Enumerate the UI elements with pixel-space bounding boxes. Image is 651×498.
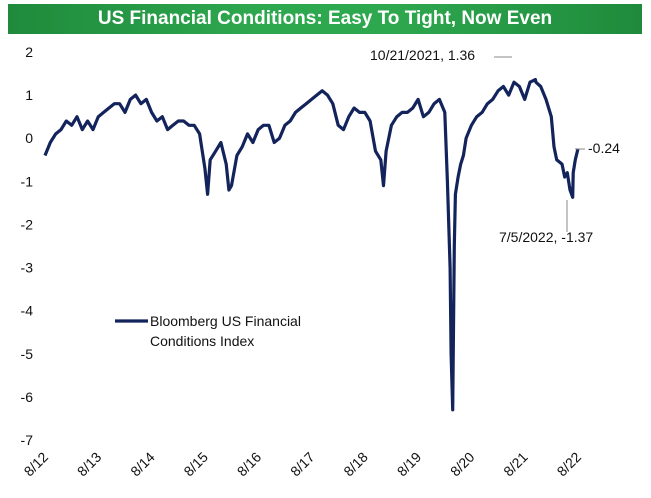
x-tick-label: 8/13 [74, 449, 105, 480]
y-tick-label: -1 [21, 173, 34, 189]
y-tick-label: -5 [21, 346, 34, 362]
x-axis: 8/12 8/13 8/14 8/15 8/16 8/17 8/18 8/19 8/20 8/21… [21, 449, 585, 480]
x-tick-label: 8/20 [447, 449, 478, 480]
annotations: 10/21/2021, 1.36 -0.24 7/5/2022, -1.37 [370, 47, 620, 245]
legend-label-line2: Conditions Index [150, 333, 254, 349]
y-tick-label: 1 [25, 87, 33, 103]
y-tick-label: -7 [21, 432, 34, 448]
x-tick-label: 8/15 [180, 449, 211, 480]
series-line [43, 78, 580, 412]
x-tick-label: 8/12 [21, 449, 52, 480]
x-tick-label: 8/21 [500, 449, 531, 480]
y-axis: 2 1 0 -1 -2 -3 -4 -5 -6 -7 [21, 44, 34, 448]
y-tick-label: -4 [21, 303, 34, 319]
annotation-label: 10/21/2021, 1.36 [370, 47, 475, 63]
x-tick-label: 8/14 [127, 449, 158, 480]
y-tick-label: 2 [25, 44, 33, 60]
x-tick-label: 8/16 [234, 449, 265, 480]
y-tick-label: -2 [21, 216, 34, 232]
y-tick-label: -6 [21, 389, 34, 405]
legend: Bloomberg US Financial Conditions Index [115, 313, 301, 349]
x-tick-label: 8/22 [554, 449, 585, 480]
x-tick-label: 8/19 [394, 449, 425, 480]
chart-title: US Financial Conditions: Easy To Tight, … [8, 4, 642, 34]
legend-label-line1: Bloomberg US Financial [150, 313, 301, 329]
x-tick-label: 8/17 [287, 449, 318, 480]
annotation-label: -0.24 [588, 140, 620, 156]
x-tick-label: 8/18 [340, 449, 371, 480]
y-tick-label: -3 [21, 260, 34, 276]
y-tick-label: 0 [25, 130, 33, 146]
annotation-label: 7/5/2022, -1.37 [499, 229, 593, 245]
